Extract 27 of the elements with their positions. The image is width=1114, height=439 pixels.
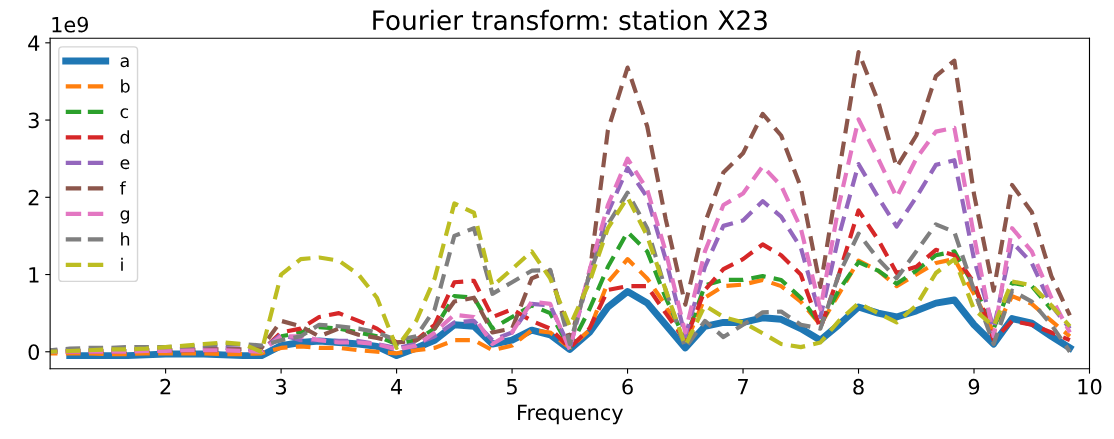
- y-tick-label: 0: [28, 344, 40, 360]
- legend-label: g: [120, 210, 130, 224]
- legend-label: d: [120, 130, 130, 144]
- y-tick-label: 1: [29, 267, 39, 283]
- x-tick-label: 6: [622, 378, 633, 395]
- legend-label: b: [121, 79, 130, 93]
- legend-label: h: [121, 232, 130, 246]
- line-series: [50, 257, 1072, 357]
- y-tick-label: 4: [28, 35, 40, 51]
- legend-label: a: [120, 57, 129, 68]
- legend-label: e: [120, 159, 130, 170]
- text: 1e9: [52, 16, 88, 33]
- x-tick-label: 8: [853, 378, 864, 395]
- legend-label: c: [120, 108, 129, 119]
- y-tick-label: 3: [28, 112, 39, 129]
- x-tick-label: 5: [507, 379, 517, 395]
- legend-label: f: [119, 181, 127, 195]
- x-tick-label: 3: [276, 378, 287, 395]
- chart-title: Fourier transform: station X23: [373, 9, 767, 31]
- x-tick-label: 4: [390, 379, 403, 395]
- x-tick-label: 2: [160, 378, 171, 395]
- x-axis-title: Frequency: [518, 404, 623, 425]
- x-tick-label: 10: [1078, 378, 1102, 395]
- legend-label: i: [121, 257, 123, 271]
- x-tick-label: 7: [738, 379, 748, 395]
- y-tick-label: 2: [28, 189, 39, 206]
- x-tick-label: 9: [968, 378, 980, 395]
